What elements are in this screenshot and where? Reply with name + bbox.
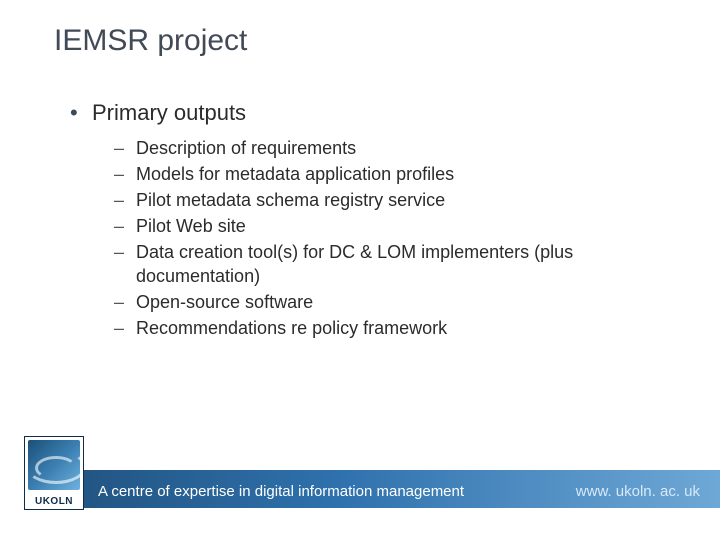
slide: IEMSR project • Primary outputs – Descri… — [0, 0, 720, 540]
dash-icon: – — [114, 316, 136, 340]
dash-icon: – — [114, 214, 136, 238]
list-item-text: Open-source software — [136, 290, 313, 314]
list-item-text: Pilot metadata schema registry service — [136, 188, 445, 212]
list-item-text: Data creation tool(s) for DC & LOM imple… — [136, 240, 680, 288]
dash-icon: – — [114, 162, 136, 186]
list-item-text: Models for metadata application profiles — [136, 162, 454, 186]
list-item-text: Description of requirements — [136, 136, 356, 160]
list-item: – Description of requirements — [114, 136, 680, 160]
content-area: • Primary outputs – Description of requi… — [70, 100, 680, 342]
dash-icon: – — [114, 240, 136, 264]
list-item: – Pilot metadata schema registry service — [114, 188, 680, 212]
list-item: – Recommendations re policy framework — [114, 316, 680, 340]
ukoln-logo: UKOLN — [24, 436, 84, 510]
logo-swirl-icon — [28, 440, 80, 490]
logo-text: UKOLN — [25, 496, 83, 507]
dash-icon: – — [114, 188, 136, 212]
footer-url: www. ukoln. ac. uk — [576, 483, 700, 500]
list-item-text: Pilot Web site — [136, 214, 246, 238]
bullet-level1: • Primary outputs — [70, 100, 680, 126]
list-item: – Models for metadata application profil… — [114, 162, 680, 186]
footer-tagline: A centre of expertise in digital informa… — [98, 483, 464, 500]
dash-icon: – — [114, 136, 136, 160]
list-item: – Data creation tool(s) for DC & LOM imp… — [114, 240, 680, 288]
list-item: – Pilot Web site — [114, 214, 680, 238]
list-item-text: Recommendations re policy framework — [136, 316, 447, 340]
slide-title: IEMSR project — [54, 24, 247, 58]
bullet1-marker: • — [70, 100, 92, 126]
sub-bullet-list: – Description of requirements – Models f… — [114, 136, 680, 340]
dash-icon: – — [114, 290, 136, 314]
bullet1-text: Primary outputs — [92, 100, 246, 126]
list-item: – Open-source software — [114, 290, 680, 314]
